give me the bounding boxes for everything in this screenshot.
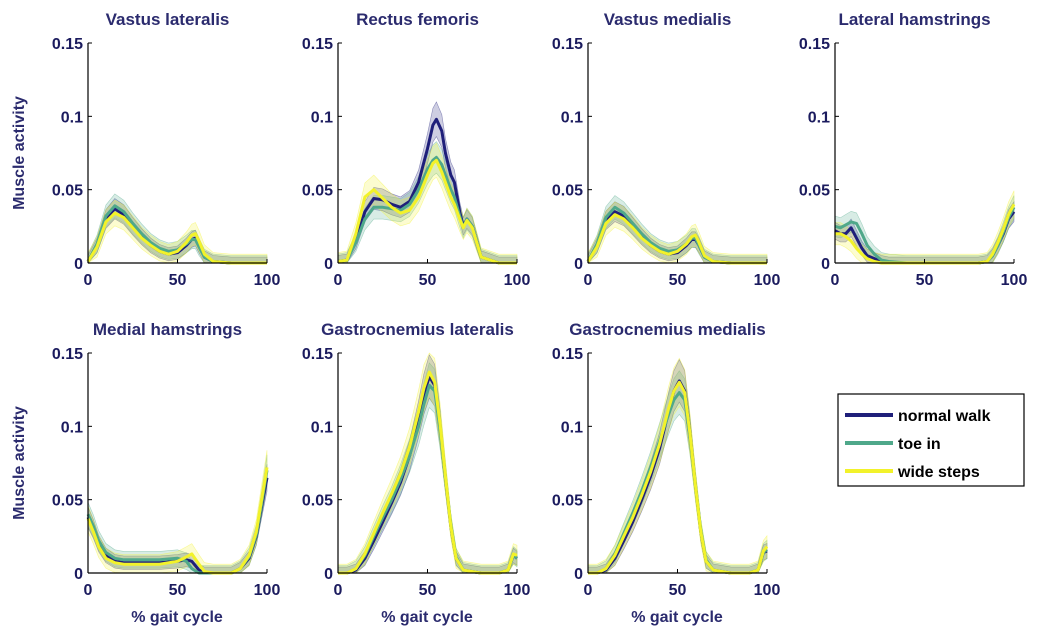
y-tick-label: 0 [574,256,583,273]
series-line-wide-steps [586,213,767,265]
y-tick-label: 0.05 [52,493,83,510]
x-tick-label: 0 [584,272,593,289]
xlabel-gastrocnemius-medialis: % gait cycle [631,609,723,626]
panel-title: Medial hamstrings [93,320,242,339]
y-tick-label: 0.05 [302,183,333,200]
y-tick-label: 0.05 [52,183,83,200]
x-tick-label: 0 [334,582,343,599]
panel-lateral-hamstrings: Lateral hamstrings 0 0.05 0.1 0.15 0 50 100 [799,10,1028,289]
x-tick-label: 0 [584,582,593,599]
x-tick-label: 100 [754,272,781,289]
panel-gastrocnemius-medialis: Gastrocnemius medialis 0 0.05 0.1 0.15 0 50 100 [552,320,781,599]
x-tick-label: 50 [169,272,187,289]
band-normal-walk [87,464,268,574]
legend: normal walk toe in wide steps [837,393,1025,487]
legend-label-toe-in: toe in [898,436,941,453]
y-tick-label: 0.1 [561,419,583,436]
band-wide-steps [87,450,268,574]
legend-label-wide-steps: wide steps [897,464,980,481]
y-tick-label: 0 [324,256,333,273]
x-tick-label: 100 [1001,272,1028,289]
x-tick-label: 50 [669,272,687,289]
x-tick-label: 100 [254,272,281,289]
panel-vastus-medialis: Vastus medialis 0 0.05 0.1 0.15 0 50 100 [552,10,781,289]
y-tick-label: 0.15 [552,346,583,363]
y-tick-label: 0.05 [302,493,333,510]
x-tick-label: 100 [504,272,531,289]
panel-vastus-lateralis: Vastus lateralis 0 0.05 0.1 0.15 0 50 100 [52,10,281,289]
series-line-wide-steps [86,211,267,265]
series-line-wide-steps [337,158,517,265]
x-tick-label: 50 [916,272,934,289]
y-tick-label: 0.05 [799,183,830,200]
y-tick-label: 0.05 [552,493,583,510]
x-tick-label: 0 [334,272,343,289]
y-tick-label: 0 [574,566,583,583]
legend-label-normal-walk: normal walk [898,408,991,425]
x-tick-label: 50 [419,272,437,289]
y-tick-label: 0.1 [61,419,83,436]
y-tick-label: 0.15 [302,36,333,53]
band-wide-steps [587,357,768,574]
y-tick-label: 0.15 [552,36,583,53]
x-tick-label: 0 [831,272,840,289]
y-tick-label: 0.15 [52,346,83,363]
x-tick-label: 50 [169,582,187,599]
x-tick-label: 0 [84,582,93,599]
y-tick-label: 0 [821,256,830,273]
panel-title: Lateral hamstrings [838,10,990,29]
xlabel-gastrocnemius-lateralis: % gait cycle [381,609,473,626]
y-tick-label: 0.1 [311,419,333,436]
y-tick-label: 0.15 [799,36,830,53]
series-line-toe-in [86,470,269,575]
y-tick-label: 0.1 [561,109,583,126]
x-tick-label: 50 [419,582,437,599]
y-tick-label: 0.1 [311,109,333,126]
x-tick-label: 100 [254,582,281,599]
panel-title: Gastrocnemius lateralis [321,320,514,339]
y-tick-label: 0.1 [808,109,830,126]
panel-title: Rectus femoris [356,10,479,29]
y-tick-label: 0.05 [552,183,583,200]
ylabel-top-row: Muscle activity [11,96,28,210]
y-tick-label: 0.1 [61,109,83,126]
panel-rectus-femoris: Rectus femoris 0 0.05 0.1 0.15 0 50 100 [302,10,531,289]
x-tick-label: 50 [669,582,687,599]
ylabel-bottom-row: Muscle activity [11,406,28,520]
panel-gastrocnemius-lateralis: Gastrocnemius lateralis 0 0.05 0.1 0.15 0 50 10… [302,320,531,599]
x-tick-label: 100 [504,582,531,599]
panel-title: Vastus lateralis [106,10,230,29]
x-tick-label: 100 [754,582,781,599]
panel-medial-hamstrings: Medial hamstrings 0 0.05 0.1 0.15 0 50 100 [52,320,281,599]
panel-title: Gastrocnemius medialis [569,320,766,339]
y-tick-label: 0 [74,566,83,583]
y-tick-label: 0 [74,256,83,273]
y-tick-label: 0 [324,566,333,583]
series-line-wide-steps [86,467,269,575]
y-tick-label: 0.15 [302,346,333,363]
xlabel-medial-hamstrings: % gait cycle [131,609,223,626]
x-tick-label: 0 [84,272,93,289]
y-tick-label: 0.15 [52,36,83,53]
panel-title: Vastus medialis [604,10,732,29]
